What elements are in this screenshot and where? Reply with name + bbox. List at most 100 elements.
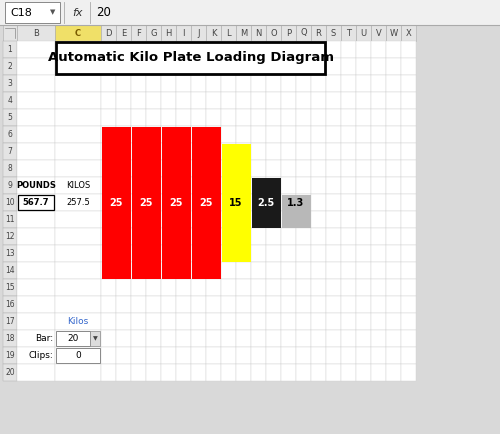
Bar: [131, 296, 146, 313]
Bar: [386, 92, 401, 109]
Bar: [206, 211, 221, 228]
Text: U: U: [360, 29, 366, 37]
Bar: [206, 58, 221, 75]
Bar: [116, 25, 131, 41]
Bar: [251, 279, 266, 296]
Bar: [371, 330, 386, 347]
Bar: [17, 279, 55, 296]
Bar: [266, 279, 281, 296]
Bar: [386, 160, 401, 177]
Bar: [131, 160, 146, 177]
Text: 14: 14: [5, 266, 15, 275]
Bar: [401, 25, 416, 41]
Bar: [371, 364, 386, 381]
Bar: [386, 143, 401, 160]
Bar: [386, 126, 401, 143]
Bar: [371, 313, 386, 330]
Bar: [326, 347, 341, 364]
Text: 25: 25: [199, 197, 213, 207]
Bar: [296, 364, 311, 381]
Text: H: H: [166, 29, 172, 37]
Bar: [131, 126, 146, 143]
Bar: [341, 160, 356, 177]
Bar: [176, 25, 191, 41]
Bar: [161, 143, 176, 160]
Bar: [101, 330, 116, 347]
Bar: [236, 313, 251, 330]
Bar: [146, 245, 161, 262]
Bar: [101, 211, 116, 228]
Bar: [311, 194, 326, 211]
Bar: [3, 143, 17, 160]
Bar: [386, 75, 401, 92]
Bar: [341, 41, 356, 58]
Bar: [281, 126, 296, 143]
Bar: [281, 143, 296, 160]
Text: O: O: [270, 29, 277, 37]
Bar: [296, 126, 311, 143]
Bar: [131, 330, 146, 347]
Bar: [161, 347, 176, 364]
Bar: [236, 160, 251, 177]
Text: 7: 7: [8, 147, 12, 156]
Bar: [5, 2, 60, 23]
Bar: [116, 194, 131, 211]
Bar: [252, 178, 280, 227]
Bar: [341, 347, 356, 364]
Bar: [161, 109, 176, 126]
Bar: [386, 25, 401, 41]
Bar: [146, 75, 161, 92]
Bar: [281, 313, 296, 330]
Bar: [251, 330, 266, 347]
Bar: [176, 75, 191, 92]
Bar: [221, 58, 236, 75]
Bar: [131, 92, 146, 109]
Text: 18: 18: [5, 334, 15, 343]
Bar: [116, 313, 131, 330]
Text: 25: 25: [169, 197, 183, 207]
Bar: [251, 313, 266, 330]
Bar: [371, 228, 386, 245]
Bar: [3, 25, 17, 41]
Bar: [296, 75, 311, 92]
Bar: [401, 126, 416, 143]
Bar: [101, 245, 116, 262]
Bar: [326, 279, 341, 296]
Text: 19: 19: [5, 351, 15, 360]
Bar: [311, 330, 326, 347]
Bar: [176, 92, 191, 109]
Bar: [191, 330, 206, 347]
Bar: [311, 364, 326, 381]
Bar: [356, 313, 371, 330]
Bar: [116, 177, 131, 194]
Bar: [221, 75, 236, 92]
Text: P: P: [286, 29, 291, 37]
Bar: [131, 347, 146, 364]
Bar: [356, 245, 371, 262]
Text: I: I: [182, 29, 185, 37]
Bar: [55, 41, 101, 58]
Text: M: M: [240, 29, 247, 37]
Text: V: V: [376, 29, 382, 37]
Bar: [206, 279, 221, 296]
Bar: [191, 160, 206, 177]
Bar: [146, 177, 161, 194]
Bar: [116, 58, 131, 75]
Bar: [206, 177, 221, 194]
Bar: [131, 41, 146, 58]
Text: POUNDS: POUNDS: [16, 181, 56, 190]
Bar: [356, 211, 371, 228]
Bar: [206, 92, 221, 109]
Bar: [341, 143, 356, 160]
Text: 20: 20: [5, 368, 15, 377]
Text: 25: 25: [109, 197, 123, 207]
Bar: [102, 126, 130, 279]
Bar: [296, 109, 311, 126]
Bar: [116, 92, 131, 109]
Bar: [341, 364, 356, 381]
Bar: [311, 228, 326, 245]
Bar: [371, 41, 386, 58]
Bar: [296, 92, 311, 109]
Bar: [176, 109, 191, 126]
Bar: [266, 75, 281, 92]
